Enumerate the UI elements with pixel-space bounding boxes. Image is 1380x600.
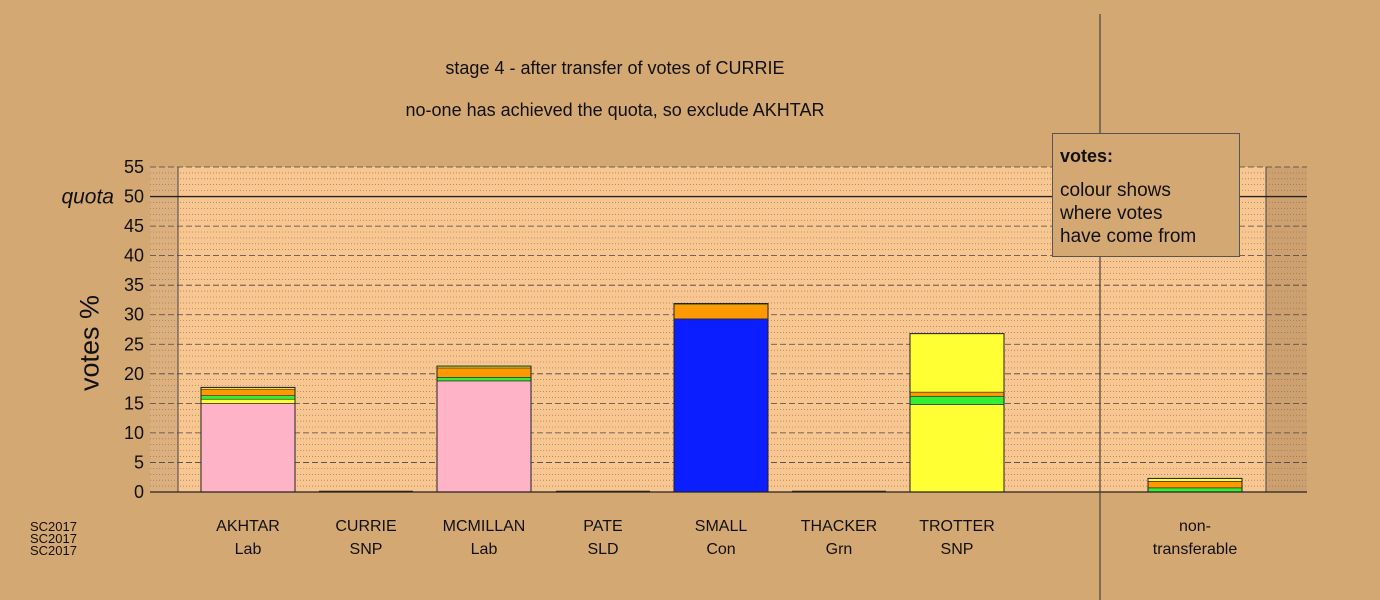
chart-subtitle: no-one has achieved the quota, so exclud… xyxy=(405,100,825,120)
plot-left-margin xyxy=(150,167,178,492)
category-party-label: SNP xyxy=(941,541,974,558)
category-party-label: Lab xyxy=(471,541,498,558)
y-tick-label: 5 xyxy=(134,452,144,472)
y-tick-label: 40 xyxy=(124,246,144,266)
category-party-label: SNP xyxy=(350,541,383,558)
bar-segment xyxy=(436,377,532,382)
category-name-label: THACKER xyxy=(801,518,877,535)
category-party-label: transferable xyxy=(1153,541,1238,558)
gridlines xyxy=(150,166,1307,487)
bar-segment xyxy=(200,395,296,400)
bars xyxy=(200,303,1243,493)
category-party-label: Grn xyxy=(826,541,853,558)
bar-segment xyxy=(436,367,532,378)
bar-segment xyxy=(436,380,532,493)
legend-line: colour shows xyxy=(1060,180,1171,201)
tick-labels: 0 5 10 15 20 25 30 35 40 45 50 55 quota AKHTAR Lab CURR… xyxy=(61,157,1237,558)
y-tick-label: 55 xyxy=(124,157,144,177)
category-party-label: Lab xyxy=(235,541,262,558)
plot-right-margin xyxy=(1266,167,1307,492)
bar-segment xyxy=(909,333,1005,393)
bar-segment xyxy=(909,391,1005,397)
y-tick-label: 15 xyxy=(124,393,144,413)
y-axis-label: votes % xyxy=(74,294,105,392)
quota-label: quota xyxy=(61,186,114,209)
bar-segment xyxy=(909,395,1005,405)
category-name-label: SMALL xyxy=(695,518,748,535)
legend: votes: colour shows where votes have com… xyxy=(1052,133,1240,257)
bar-segment xyxy=(673,304,769,320)
category-name-label: TROTTER xyxy=(919,518,995,535)
bar-segment xyxy=(909,404,1005,493)
legend-line: where votes xyxy=(1060,203,1163,224)
bar-segment xyxy=(673,318,769,493)
category-name-label: AKHTAR xyxy=(216,518,280,535)
bar-segment xyxy=(1147,487,1243,493)
category-party-label: SLD xyxy=(587,541,618,558)
y-tick-label: 45 xyxy=(124,216,144,236)
category-party-label: Con xyxy=(706,541,735,558)
y-tick-label: 50 xyxy=(124,187,144,207)
watermark-text: SC2017 xyxy=(30,543,77,558)
category-name-label: non- xyxy=(1179,518,1211,535)
legend-heading: votes: xyxy=(1060,146,1114,166)
y-tick-label: 10 xyxy=(124,423,144,443)
bar-segment xyxy=(1147,481,1243,489)
watermark-text: SC2017 xyxy=(30,519,77,534)
bar-segment xyxy=(200,388,296,396)
y-tick-label: 35 xyxy=(124,275,144,295)
y-tick-label: 25 xyxy=(124,334,144,354)
category-name-label: PATE xyxy=(583,518,622,535)
y-tick-label: 0 xyxy=(134,482,144,502)
y-tick-label: 20 xyxy=(124,364,144,384)
y-tick-label: 30 xyxy=(124,305,144,325)
legend-line: have come from xyxy=(1060,226,1197,247)
category-name-label: CURRIE xyxy=(335,518,396,535)
chart-title: stage 4 - after transfer of votes of CUR… xyxy=(445,58,785,78)
bar-segment xyxy=(200,398,296,404)
watermark-text: SC2017 xyxy=(30,531,77,546)
bar-segment xyxy=(200,403,296,493)
category-name-label: MCMILLAN xyxy=(443,518,526,535)
